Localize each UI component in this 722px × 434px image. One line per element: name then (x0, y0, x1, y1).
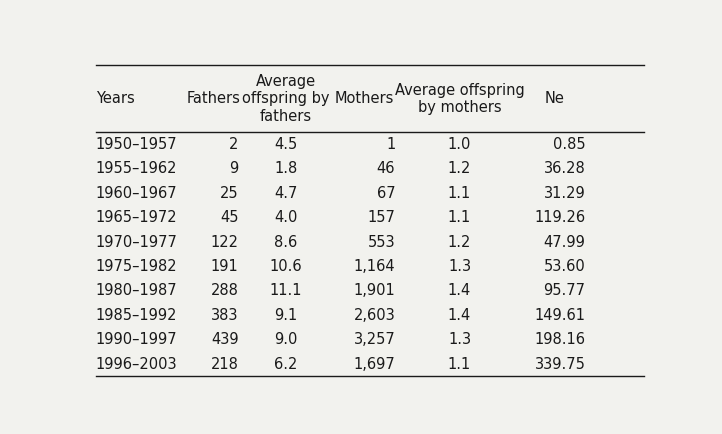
Text: 1.3: 1.3 (448, 259, 471, 274)
Text: 67: 67 (377, 186, 395, 201)
Text: 10.6: 10.6 (270, 259, 303, 274)
Text: 1980–1987: 1980–1987 (96, 283, 178, 298)
Text: 1,164: 1,164 (354, 259, 395, 274)
Text: 119.26: 119.26 (534, 210, 586, 225)
Text: 3,257: 3,257 (354, 332, 395, 347)
Text: 1990–1997: 1990–1997 (96, 332, 178, 347)
Text: 191: 191 (211, 259, 238, 274)
Text: 47.99: 47.99 (544, 234, 586, 250)
Text: 4.7: 4.7 (274, 186, 297, 201)
Text: 1950–1957: 1950–1957 (96, 137, 178, 152)
Text: 9: 9 (230, 161, 238, 176)
Text: 1.2: 1.2 (448, 234, 471, 250)
Text: Average
offspring by
fathers: Average offspring by fathers (243, 74, 330, 124)
Text: 4.5: 4.5 (274, 137, 297, 152)
Text: 11.1: 11.1 (270, 283, 303, 298)
Text: 149.61: 149.61 (534, 308, 586, 323)
Text: 1960–1967: 1960–1967 (96, 186, 178, 201)
Text: 4.0: 4.0 (274, 210, 297, 225)
Text: 383: 383 (211, 308, 238, 323)
Text: 1965–1972: 1965–1972 (96, 210, 178, 225)
Text: 1985–1992: 1985–1992 (96, 308, 178, 323)
Text: Years: Years (96, 92, 134, 106)
Text: Fathers: Fathers (186, 92, 240, 106)
Text: 1: 1 (386, 137, 395, 152)
Text: 9.0: 9.0 (274, 332, 297, 347)
Text: 1955–1962: 1955–1962 (96, 161, 178, 176)
Text: 1975–1982: 1975–1982 (96, 259, 178, 274)
Text: 8.6: 8.6 (274, 234, 297, 250)
Text: 2,603: 2,603 (354, 308, 395, 323)
Text: 25: 25 (220, 186, 238, 201)
Text: 2: 2 (229, 137, 238, 152)
Text: 9.1: 9.1 (274, 308, 297, 323)
Text: 553: 553 (367, 234, 395, 250)
Text: 1.2: 1.2 (448, 161, 471, 176)
Text: 1.4: 1.4 (448, 283, 471, 298)
Text: Ne: Ne (544, 92, 565, 106)
Text: Mothers: Mothers (335, 92, 394, 106)
Text: 1.1: 1.1 (448, 357, 471, 372)
Text: 339.75: 339.75 (534, 357, 586, 372)
Text: 1,697: 1,697 (354, 357, 395, 372)
Text: 1.4: 1.4 (448, 308, 471, 323)
Text: 45: 45 (220, 210, 238, 225)
Text: 95.77: 95.77 (544, 283, 586, 298)
Text: 1996–2003: 1996–2003 (96, 357, 178, 372)
Text: 46: 46 (377, 161, 395, 176)
Text: 439: 439 (211, 332, 238, 347)
Text: 1.3: 1.3 (448, 332, 471, 347)
Text: 122: 122 (211, 234, 238, 250)
Text: 288: 288 (211, 283, 238, 298)
Text: 1.0: 1.0 (448, 137, 471, 152)
Text: 157: 157 (367, 210, 395, 225)
Text: 31.29: 31.29 (544, 186, 586, 201)
Text: 1.1: 1.1 (448, 210, 471, 225)
Text: 218: 218 (211, 357, 238, 372)
Text: 0.85: 0.85 (553, 137, 586, 152)
Text: 1970–1977: 1970–1977 (96, 234, 178, 250)
Text: 6.2: 6.2 (274, 357, 297, 372)
Text: Average offspring
by mothers: Average offspring by mothers (395, 82, 524, 115)
Text: 1,901: 1,901 (354, 283, 395, 298)
Text: 53.60: 53.60 (544, 259, 586, 274)
Text: 1.8: 1.8 (274, 161, 297, 176)
Text: 1.1: 1.1 (448, 186, 471, 201)
Text: 198.16: 198.16 (534, 332, 586, 347)
Text: 36.28: 36.28 (544, 161, 586, 176)
